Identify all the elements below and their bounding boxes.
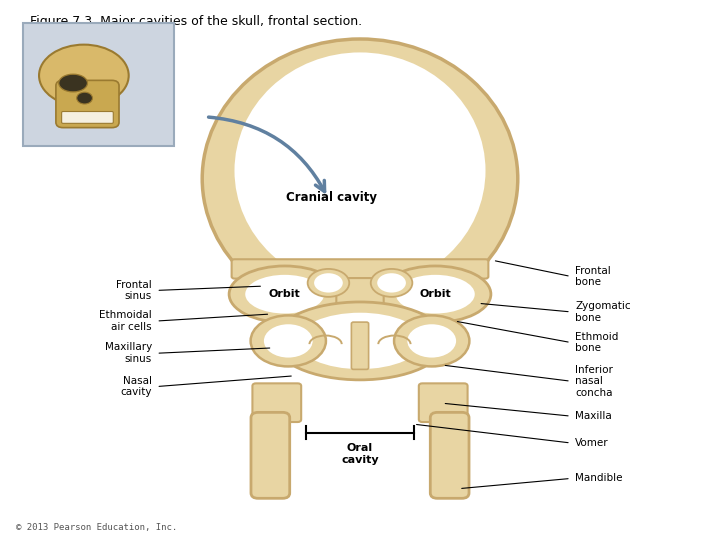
Ellipse shape [39,45,129,106]
FancyBboxPatch shape [431,413,469,498]
Text: Oral
cavity: Oral cavity [341,443,379,464]
Text: Mandible: Mandible [575,474,623,483]
Ellipse shape [396,275,474,314]
Ellipse shape [379,266,491,322]
FancyBboxPatch shape [251,413,289,498]
Ellipse shape [371,269,413,297]
Ellipse shape [59,74,87,92]
Ellipse shape [202,39,518,319]
Ellipse shape [235,52,485,289]
Text: Ethmoidal
air cells: Ethmoidal air cells [99,310,152,332]
FancyBboxPatch shape [351,322,369,369]
FancyBboxPatch shape [56,80,119,127]
Text: Ethmoid
bone: Ethmoid bone [575,332,618,353]
Ellipse shape [77,92,92,104]
Ellipse shape [251,315,326,367]
Text: Frontal
bone: Frontal bone [575,266,611,287]
Ellipse shape [229,266,341,322]
FancyBboxPatch shape [232,259,488,279]
Ellipse shape [408,324,456,357]
FancyBboxPatch shape [253,383,301,422]
Ellipse shape [307,269,349,297]
Text: Frontal
sinus: Frontal sinus [116,280,152,301]
Ellipse shape [264,324,312,357]
Text: Cranial cavity: Cranial cavity [286,191,377,204]
Text: Inferior
nasal
concha: Inferior nasal concha [575,364,613,398]
Text: © 2013 Pearson Education, Inc.: © 2013 Pearson Education, Inc. [16,523,177,532]
Text: Figure 7.3  Major cavities of the skull, frontal section.: Figure 7.3 Major cavities of the skull, … [30,15,362,28]
FancyBboxPatch shape [419,383,467,422]
FancyBboxPatch shape [62,112,113,123]
Ellipse shape [314,273,343,293]
Text: Vomer: Vomer [575,438,609,448]
Ellipse shape [377,273,406,293]
Text: Orbit: Orbit [420,289,451,299]
FancyBboxPatch shape [336,278,384,319]
Text: Nasal
cavity: Nasal cavity [120,376,152,397]
Text: Orbit: Orbit [269,289,300,299]
Text: Maxilla: Maxilla [575,411,612,421]
Ellipse shape [246,275,324,314]
Ellipse shape [297,313,423,369]
Text: Maxillary
sinus: Maxillary sinus [104,342,152,364]
Ellipse shape [394,315,469,367]
FancyBboxPatch shape [23,23,174,146]
Text: Zygomatic
bone: Zygomatic bone [575,301,631,323]
Ellipse shape [274,302,446,380]
